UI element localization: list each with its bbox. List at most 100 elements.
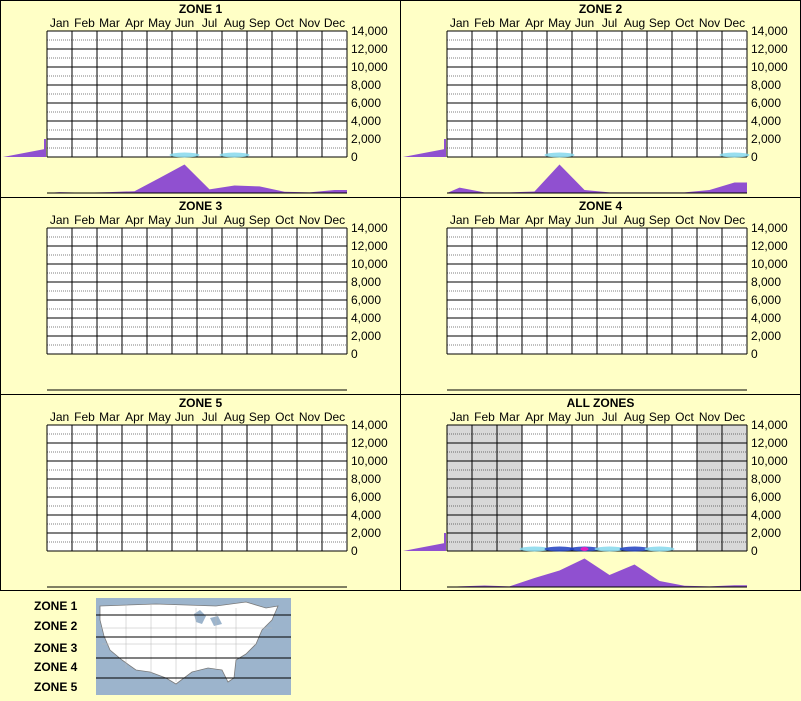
- y-tick-label: 6,000: [351, 490, 382, 504]
- month-tick-label: Oct: [675, 213, 694, 227]
- month-tick-label: Sep: [648, 16, 671, 30]
- chart-panel-4: ZONE 4 Jan Feb Mar Apr May Jun Jul Aug Sep Oct Nov D…: [400, 197, 801, 395]
- chart-title: ZONE 5: [178, 396, 223, 410]
- usa-map-zones-icon: [96, 598, 291, 695]
- month-tick-label: Jun: [574, 410, 595, 424]
- month-tick-label: Oct: [275, 213, 294, 227]
- area-series: [47, 164, 347, 193]
- month-tick-label: Feb: [74, 213, 95, 227]
- y-tick-label: 8,000: [351, 275, 382, 289]
- heat-strip-peak: [580, 547, 589, 551]
- heat-strip-blob: [219, 152, 250, 158]
- month-tick-label: Oct: [275, 16, 294, 30]
- month-tick-label: Jan: [449, 410, 470, 424]
- month-tick-label: Mar: [99, 213, 120, 227]
- month-tick-label: Apr: [125, 16, 144, 30]
- month-tick-label: Feb: [474, 410, 495, 424]
- month-tick-label: Mar: [99, 16, 120, 30]
- y-tick-label: 2,000: [751, 526, 782, 540]
- y-tick-label: 10,000: [351, 454, 388, 468]
- month-tick-label: Apr: [125, 213, 144, 227]
- y-tick-label: 14,000: [351, 221, 388, 235]
- y-tick-label: 0: [351, 347, 358, 361]
- y-tick-label: 2,000: [351, 329, 382, 343]
- month-tick-label: Nov: [298, 16, 321, 30]
- month-tick-label: Jan: [49, 16, 70, 30]
- monthly-area-profile: [47, 164, 347, 194]
- y-tick-label: 10,000: [751, 60, 788, 74]
- y-tick-label: 4,000: [751, 311, 782, 325]
- month-tick-label: Jul: [201, 410, 218, 424]
- heat-strip-blob: [594, 546, 625, 552]
- y-tick-label: 10,000: [751, 257, 788, 271]
- month-tick-label: Nov: [698, 16, 721, 30]
- month-tick-label: Apr: [125, 410, 144, 424]
- y-tick-label: 8,000: [751, 275, 782, 289]
- month-tick-label: Aug: [623, 16, 646, 30]
- chart-grid: [446, 227, 748, 355]
- y-tick-label: 0: [751, 544, 758, 558]
- month-tick-label: Jan: [449, 16, 470, 30]
- y-tick-label: 6,000: [751, 293, 782, 307]
- monthly-area-profile: [447, 558, 747, 588]
- y-tick-label: 8,000: [351, 78, 382, 92]
- y-tick-label: 12,000: [351, 239, 388, 253]
- month-tick-label: Nov: [698, 213, 721, 227]
- legend-label-zone-3: ZONE 3: [34, 641, 78, 655]
- chart-title: ALL ZONES: [566, 396, 635, 410]
- month-tick-label: Oct: [675, 16, 694, 30]
- chart-grid: [46, 30, 348, 158]
- y-tick-label: 2,000: [351, 526, 382, 540]
- legend-label-zone-5: ZONE 5: [34, 680, 78, 694]
- side-level-bar: [403, 533, 446, 551]
- legend-label-zone-4: ZONE 4: [34, 660, 78, 674]
- y-tick-label: 14,000: [751, 418, 788, 432]
- legend-label-zone-1: ZONE 1: [34, 599, 78, 613]
- month-tick-label: Jan: [49, 213, 70, 227]
- month-tick-label: Oct: [675, 410, 694, 424]
- y-tick-label: 12,000: [351, 42, 388, 56]
- month-tick-label: Sep: [248, 213, 271, 227]
- chart-title: ZONE 1: [178, 2, 223, 16]
- y-tick-label: 12,000: [751, 239, 788, 253]
- monthly-area-profile: [447, 164, 747, 194]
- shaded-month-band: [722, 425, 747, 551]
- y-tick-label: 10,000: [751, 454, 788, 468]
- chart-grid: [446, 424, 748, 552]
- month-tick-label: Jul: [601, 410, 618, 424]
- chart-panel-5: ZONE 5 Jan Feb Mar Apr May Jun Jul Aug Sep Oct Nov D…: [0, 394, 401, 592]
- heat-strip-blob: [519, 546, 550, 552]
- y-tick-label: 10,000: [351, 257, 388, 271]
- month-tick-label: Jan: [49, 410, 70, 424]
- side-level-bar: [3, 139, 46, 157]
- month-tick-label: Aug: [223, 213, 246, 227]
- month-tick-label: May: [548, 213, 571, 227]
- month-tick-label: Apr: [525, 410, 544, 424]
- y-tick-label: 0: [351, 544, 358, 558]
- month-tick-label: Jun: [574, 213, 595, 227]
- month-tick-label: Feb: [74, 410, 95, 424]
- heat-strip-blob: [169, 152, 200, 158]
- y-tick-label: 6,000: [751, 96, 782, 110]
- y-tick-label: 14,000: [351, 24, 388, 38]
- month-tick-label: Feb: [474, 16, 495, 30]
- y-tick-label: 8,000: [751, 472, 782, 486]
- month-tick-label: Jul: [601, 16, 618, 30]
- y-tick-label: 4,000: [351, 114, 382, 128]
- chart-panel-1: ZONE 1 Jan Feb Mar Apr May Jun Jul Aug Sep Oct Nov D…: [0, 0, 401, 198]
- y-tick-label: 4,000: [751, 508, 782, 522]
- month-tick-label: Jul: [201, 16, 218, 30]
- month-tick-label: Jun: [574, 16, 595, 30]
- month-tick-label: Apr: [525, 213, 544, 227]
- chart-grid: [46, 424, 348, 552]
- y-tick-label: 4,000: [751, 114, 782, 128]
- month-tick-label: Dec: [723, 410, 746, 424]
- month-tick-label: Nov: [298, 410, 321, 424]
- y-tick-label: 4,000: [351, 508, 382, 522]
- month-tick-label: Feb: [74, 16, 95, 30]
- month-tick-label: May: [548, 16, 571, 30]
- y-tick-label: 0: [751, 347, 758, 361]
- area-series: [447, 164, 747, 193]
- y-tick-label: 14,000: [751, 221, 788, 235]
- chart-title: ZONE 3: [178, 199, 223, 213]
